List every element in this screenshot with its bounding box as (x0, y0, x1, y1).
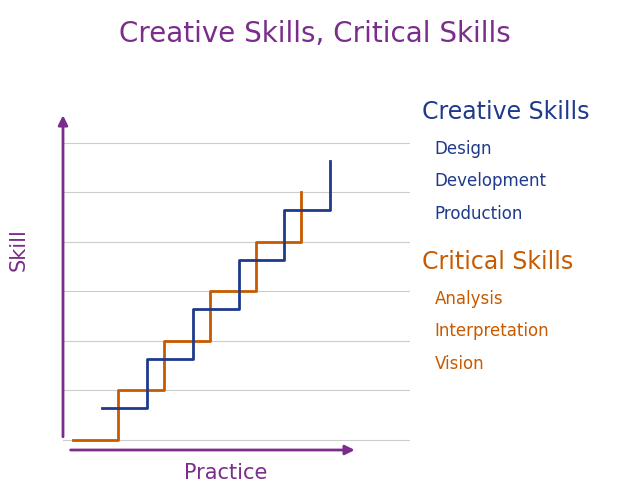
Text: Critical Skills: Critical Skills (422, 250, 573, 274)
Text: Interpretation: Interpretation (435, 322, 549, 340)
Text: Skill: Skill (9, 228, 29, 272)
Text: Creative Skills, Critical Skills: Creative Skills, Critical Skills (119, 20, 511, 48)
Text: Creative Skills: Creative Skills (422, 100, 590, 124)
Text: Production: Production (435, 205, 523, 223)
Text: Development: Development (435, 172, 547, 190)
Text: Analysis: Analysis (435, 290, 503, 308)
Text: Practice: Practice (184, 463, 268, 483)
Text: Vision: Vision (435, 355, 484, 373)
Text: Design: Design (435, 140, 492, 158)
